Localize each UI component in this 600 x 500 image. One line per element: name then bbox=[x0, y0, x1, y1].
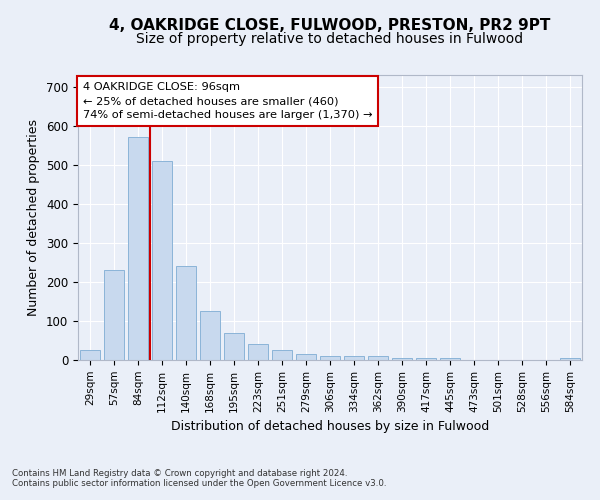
Bar bbox=[320, 356, 340, 360]
Bar bbox=[440, 358, 460, 360]
Bar bbox=[416, 358, 436, 360]
Text: Contains HM Land Registry data © Crown copyright and database right 2024.: Contains HM Land Registry data © Crown c… bbox=[12, 469, 347, 478]
Bar bbox=[200, 311, 220, 360]
Bar bbox=[368, 356, 388, 360]
X-axis label: Distribution of detached houses by size in Fulwood: Distribution of detached houses by size … bbox=[171, 420, 489, 433]
Text: Contains public sector information licensed under the Open Government Licence v3: Contains public sector information licen… bbox=[12, 479, 386, 488]
Bar bbox=[176, 266, 196, 360]
Bar bbox=[392, 358, 412, 360]
Bar bbox=[296, 354, 316, 360]
Text: 4 OAKRIDGE CLOSE: 96sqm
← 25% of detached houses are smaller (460)
74% of semi-d: 4 OAKRIDGE CLOSE: 96sqm ← 25% of detache… bbox=[83, 82, 373, 120]
Text: 4, OAKRIDGE CLOSE, FULWOOD, PRESTON, PR2 9PT: 4, OAKRIDGE CLOSE, FULWOOD, PRESTON, PR2… bbox=[109, 18, 551, 32]
Bar bbox=[248, 344, 268, 360]
Bar bbox=[560, 358, 580, 360]
Bar bbox=[344, 356, 364, 360]
Bar bbox=[128, 138, 148, 360]
Bar bbox=[104, 270, 124, 360]
Bar bbox=[224, 332, 244, 360]
Bar bbox=[80, 350, 100, 360]
Bar bbox=[272, 350, 292, 360]
Text: Size of property relative to detached houses in Fulwood: Size of property relative to detached ho… bbox=[136, 32, 524, 46]
Bar bbox=[152, 161, 172, 360]
Y-axis label: Number of detached properties: Number of detached properties bbox=[28, 119, 40, 316]
